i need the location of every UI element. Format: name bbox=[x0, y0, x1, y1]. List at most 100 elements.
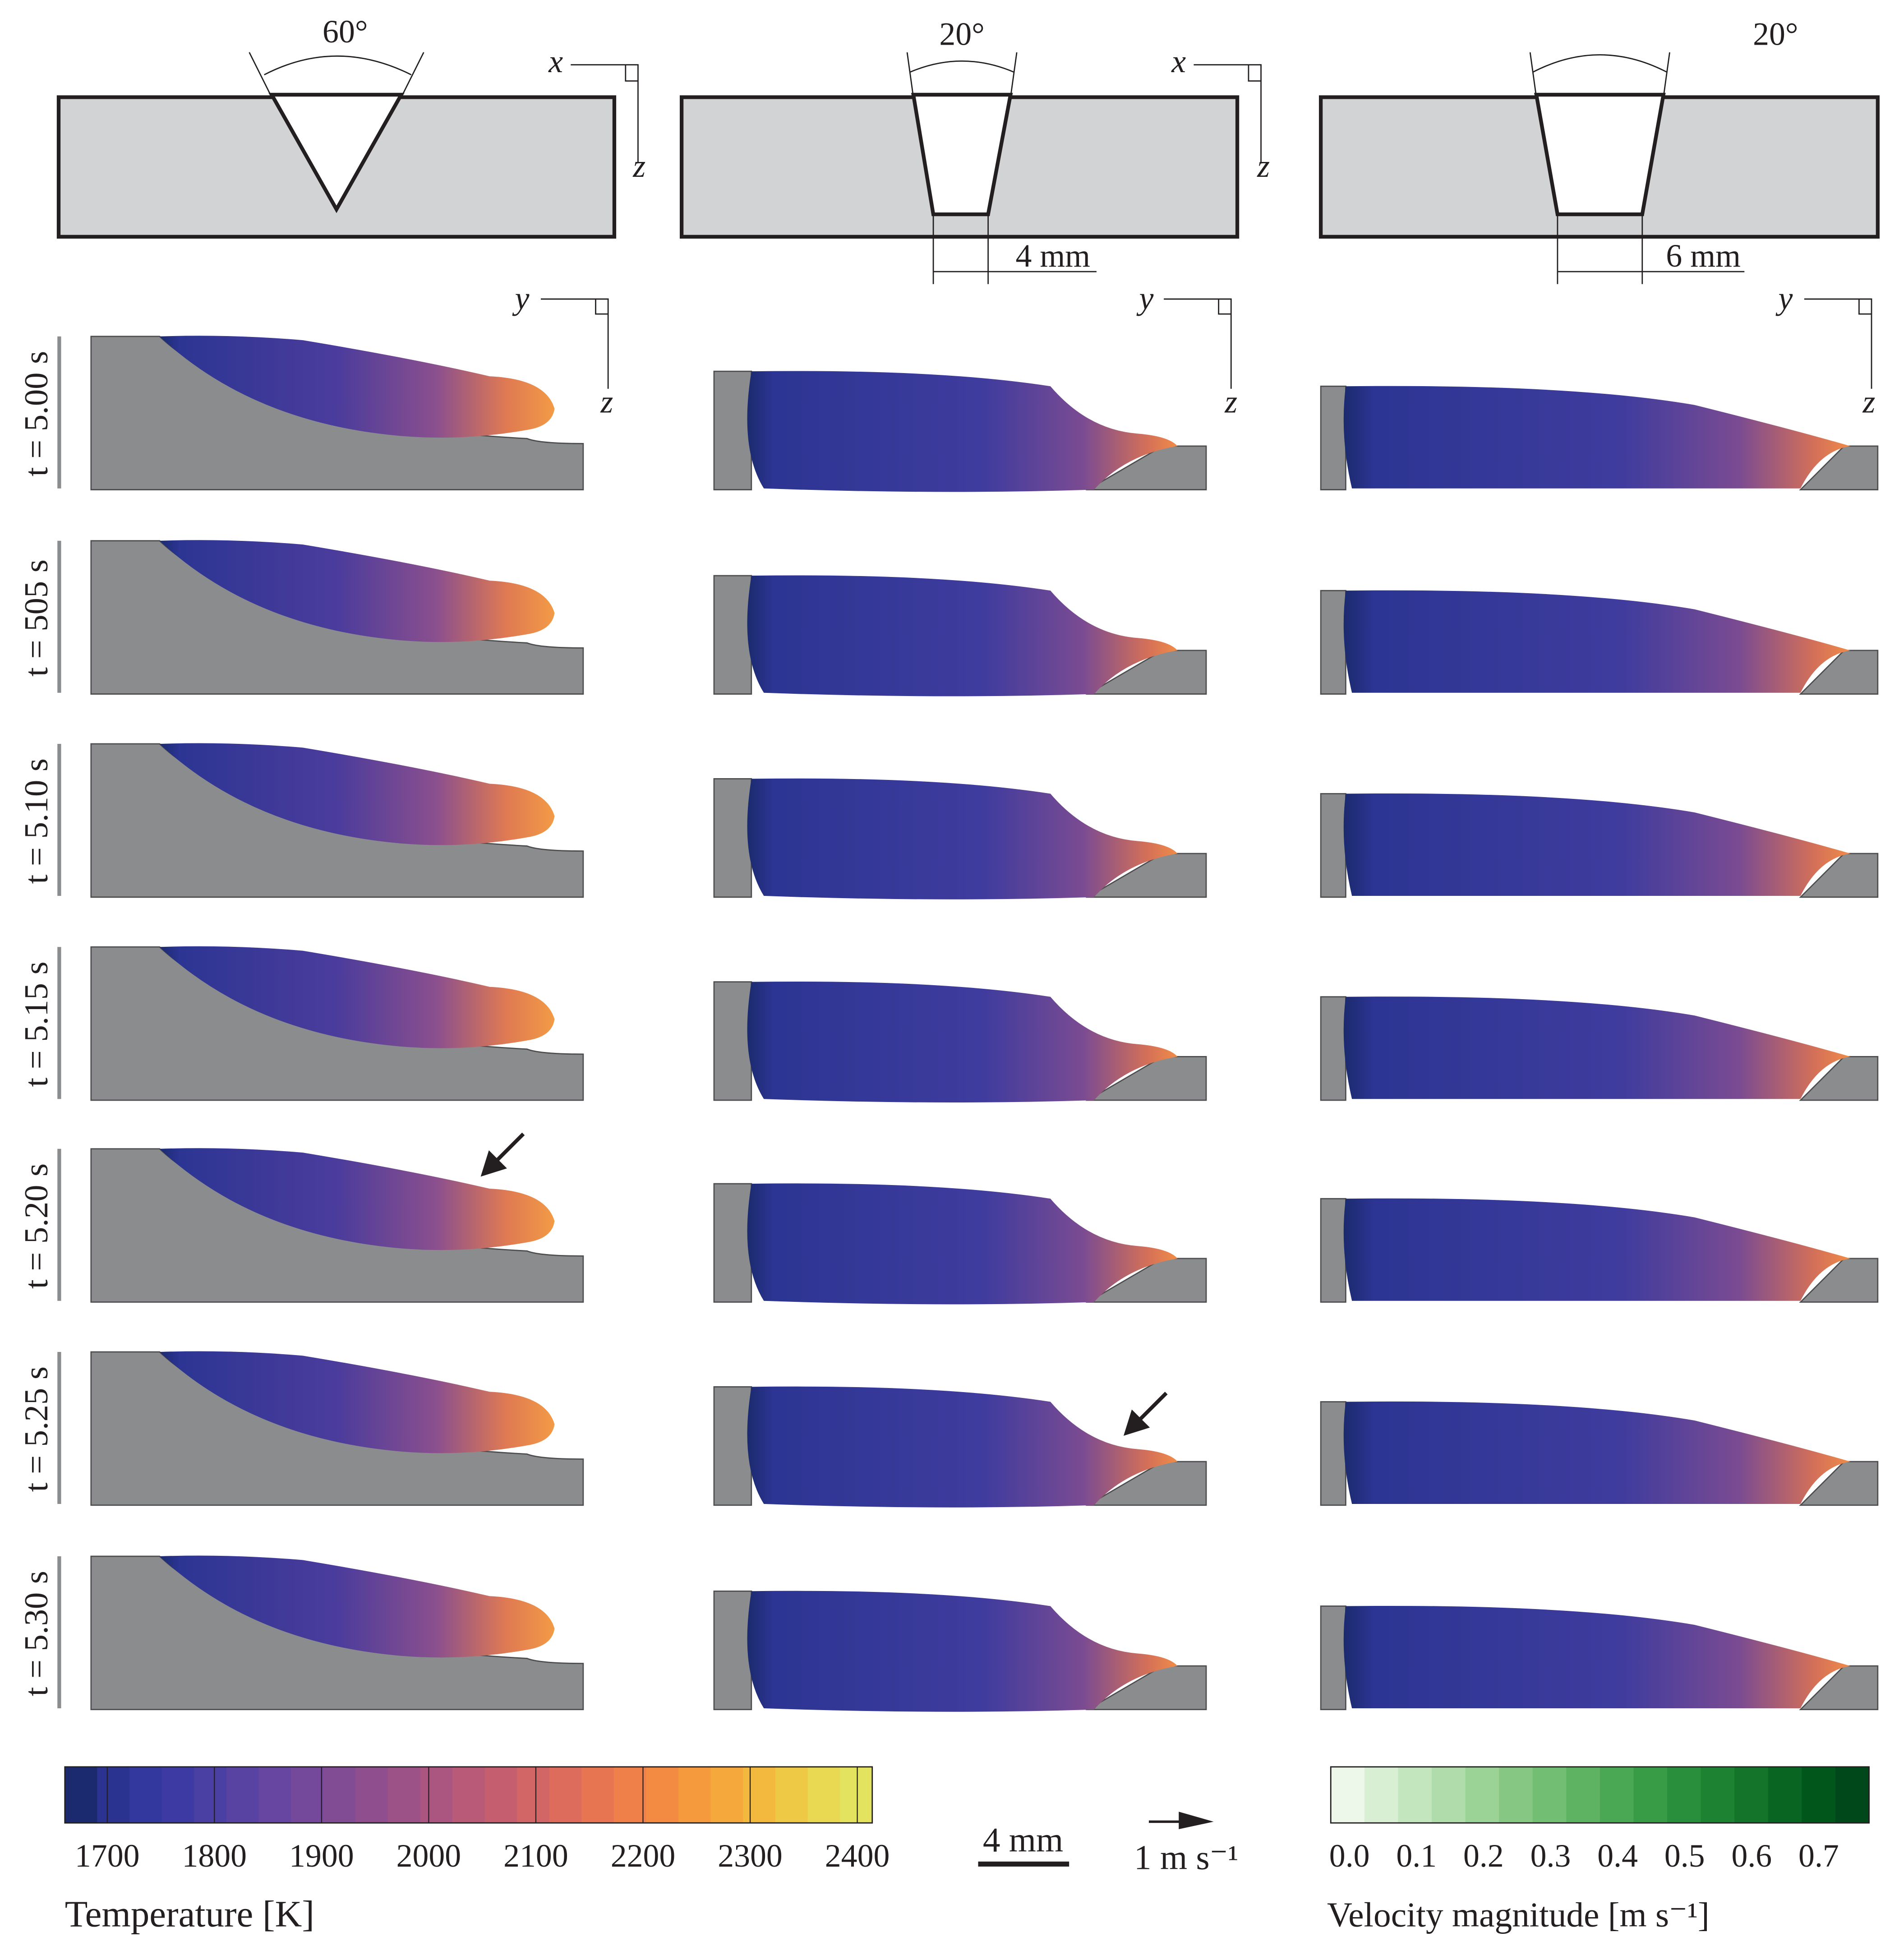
colorbar-cell bbox=[646, 1766, 679, 1823]
groove bbox=[1534, 92, 1666, 217]
substrate bbox=[713, 778, 1207, 898]
row-bar bbox=[57, 1352, 61, 1504]
colorbar-cell bbox=[355, 1766, 389, 1823]
colorbar-cell bbox=[1566, 1766, 1601, 1823]
colorbar-cell bbox=[65, 1766, 98, 1823]
time-label: t = 5.00 s bbox=[18, 351, 55, 476]
colorbar-cell bbox=[581, 1766, 615, 1823]
colorbar-tick-label: 0.7 bbox=[1798, 1838, 1839, 1874]
melt-pool bbox=[159, 946, 555, 1048]
colorbar-cell bbox=[678, 1766, 712, 1823]
angle-label: 20° bbox=[1753, 16, 1798, 52]
colorbar-cell bbox=[161, 1766, 195, 1823]
colorbar-tick-label: 0.1 bbox=[1396, 1838, 1437, 1874]
schematics bbox=[56, 92, 1880, 239]
temperature-colorbar: 1700 1800 1900 2000 2100 2200 2300 2400 bbox=[64, 1766, 890, 1874]
axis-label: y bbox=[1776, 280, 1793, 316]
axis-label: x bbox=[1171, 43, 1186, 79]
coord-marks bbox=[540, 298, 1872, 389]
time-label: t = 505 s bbox=[18, 559, 55, 677]
panels: t = 5.00 s t = 505 s t = 5.10 s t = 5.15 s t… bbox=[18, 336, 1879, 1712]
reference-label: 1 m s⁻¹ bbox=[1134, 1838, 1239, 1877]
axis-label: z bbox=[1224, 383, 1237, 420]
substrate bbox=[1320, 793, 1879, 898]
colorbar-cell bbox=[484, 1766, 518, 1823]
row-bar bbox=[57, 540, 61, 693]
axis-label: x bbox=[548, 43, 563, 79]
melt-pool bbox=[1343, 590, 1851, 693]
gap-label: 6 mm bbox=[1666, 238, 1741, 274]
colorbar-cell bbox=[452, 1766, 485, 1823]
axis-label: y bbox=[512, 280, 530, 316]
colorbar-tick-label: 2000 bbox=[396, 1838, 461, 1874]
colorbar-cell bbox=[1633, 1766, 1668, 1823]
substrate bbox=[713, 1183, 1207, 1303]
melt-pool bbox=[1343, 1605, 1851, 1709]
colorbar-cell bbox=[1532, 1766, 1567, 1823]
melt-pool bbox=[747, 981, 1178, 1102]
axis-label: z bbox=[632, 148, 645, 184]
row-bar bbox=[57, 1148, 61, 1301]
colorbar-tick-label: 1700 bbox=[75, 1838, 140, 1874]
axis-label: z bbox=[1862, 383, 1876, 420]
colorbar-tick-label: 1900 bbox=[289, 1838, 354, 1874]
time-label: t = 5.30 s bbox=[18, 1571, 55, 1696]
colorbar-cell bbox=[1667, 1766, 1702, 1823]
melt-pool bbox=[1343, 793, 1851, 896]
substrate bbox=[713, 1590, 1207, 1711]
melt-pool bbox=[747, 371, 1178, 492]
melt-pool bbox=[159, 540, 555, 642]
colorbar-cell bbox=[775, 1766, 808, 1823]
melt-pool bbox=[1343, 1198, 1851, 1301]
colorbar-cell bbox=[1364, 1766, 1399, 1823]
colorbar-cell bbox=[1599, 1766, 1634, 1823]
v-groove bbox=[268, 92, 405, 213]
melt-pool bbox=[159, 1351, 555, 1453]
melt-pool bbox=[1343, 386, 1851, 489]
colorbar-tick-label: 0.6 bbox=[1731, 1838, 1772, 1874]
substrate bbox=[713, 981, 1207, 1101]
colorbar-cell bbox=[710, 1766, 744, 1823]
melt-pool bbox=[747, 1183, 1178, 1305]
colorbar-cell bbox=[194, 1766, 227, 1823]
colorbar-cell bbox=[1331, 1766, 1365, 1823]
colorbar-cell bbox=[387, 1766, 421, 1823]
colorbar-frame bbox=[64, 1766, 873, 1824]
axis-label: z bbox=[1257, 148, 1270, 184]
colorbar-cell bbox=[1499, 1766, 1534, 1823]
row-bar bbox=[57, 947, 61, 1099]
colorbar-tick-label: 2400 bbox=[825, 1838, 890, 1874]
colorbar-cell bbox=[807, 1766, 841, 1823]
row-bar bbox=[57, 1556, 61, 1709]
melt-pool bbox=[159, 743, 555, 845]
melt-pool bbox=[747, 575, 1178, 696]
dimension-lines bbox=[249, 52, 1745, 284]
colorbar-cell bbox=[258, 1766, 292, 1823]
substrate bbox=[713, 370, 1207, 490]
colorbar-cell bbox=[840, 1766, 873, 1823]
velocity-colorbar: 0.0 0.1 0.2 0.3 0.4 0.5 0.6 0.7 bbox=[1329, 1766, 1870, 1874]
colorbar-cell bbox=[1768, 1766, 1802, 1823]
colorbar-cell bbox=[420, 1766, 453, 1823]
colorbar-cell bbox=[613, 1766, 647, 1823]
row-bar bbox=[57, 744, 61, 896]
time-label: t = 5.10 s bbox=[18, 758, 55, 884]
time-label: t = 5.15 s bbox=[18, 961, 55, 1087]
colorbar-tick-label: 2200 bbox=[611, 1838, 676, 1874]
substrate bbox=[1320, 1198, 1879, 1303]
substrate bbox=[1320, 590, 1879, 695]
colorbar-tick-label: 0.2 bbox=[1463, 1838, 1504, 1874]
colorbar-title: Velocity magnitude [m s⁻¹] bbox=[1327, 1895, 1710, 1934]
colorbar-tick-label: 0.3 bbox=[1530, 1838, 1571, 1874]
colorbar-cell bbox=[1701, 1766, 1735, 1823]
melt-pool bbox=[1343, 1401, 1851, 1504]
colorbar-cell bbox=[290, 1766, 324, 1823]
substrate bbox=[1320, 1605, 1879, 1711]
colorbar-tick-label: 0.0 bbox=[1329, 1838, 1370, 1874]
melt-pool bbox=[1343, 996, 1851, 1099]
gap-label: 4 mm bbox=[1015, 238, 1090, 274]
colorbar-cell bbox=[1835, 1766, 1870, 1823]
colorbar-tick-label: 0.5 bbox=[1664, 1838, 1705, 1874]
colorbar-cell bbox=[1465, 1766, 1500, 1823]
